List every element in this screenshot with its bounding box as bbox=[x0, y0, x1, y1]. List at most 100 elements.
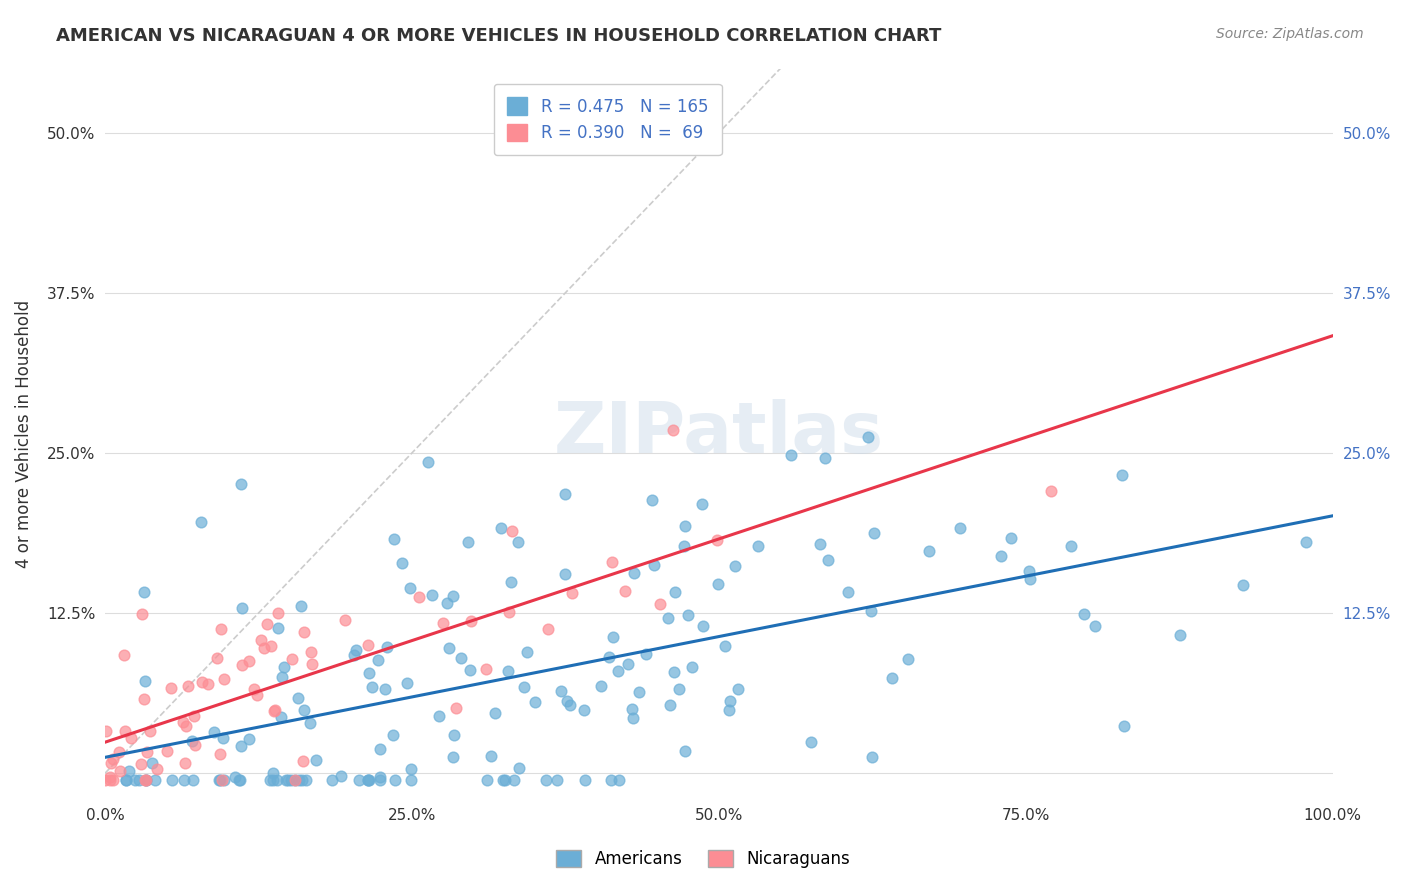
Americans bbox=[718, 703, 741, 717]
Americans bbox=[659, 698, 682, 712]
Americans bbox=[634, 647, 657, 661]
Americans bbox=[574, 772, 596, 787]
Americans bbox=[718, 694, 741, 708]
Nicaraguans bbox=[112, 648, 135, 662]
Americans bbox=[627, 685, 650, 699]
Americans bbox=[443, 728, 465, 742]
Americans bbox=[664, 665, 686, 679]
Americans bbox=[224, 770, 246, 784]
Americans bbox=[1018, 564, 1040, 578]
Americans bbox=[356, 772, 378, 787]
Nicaraguans bbox=[706, 533, 728, 548]
Nicaraguans bbox=[94, 772, 117, 787]
Americans bbox=[115, 772, 138, 787]
Americans bbox=[1111, 467, 1133, 482]
Americans bbox=[321, 772, 343, 787]
Nicaraguans bbox=[444, 700, 467, 714]
Americans bbox=[145, 772, 167, 787]
Nicaraguans bbox=[600, 555, 623, 569]
Americans bbox=[190, 516, 212, 530]
Nicaraguans bbox=[460, 614, 482, 628]
Americans bbox=[880, 671, 903, 685]
Americans bbox=[399, 772, 422, 787]
Americans bbox=[441, 589, 464, 603]
Nicaraguans bbox=[284, 772, 307, 787]
Americans bbox=[513, 680, 536, 694]
Nicaraguans bbox=[299, 645, 322, 659]
Nicaraguans bbox=[207, 650, 229, 665]
Americans bbox=[817, 553, 839, 567]
Americans bbox=[298, 716, 321, 731]
Americans bbox=[173, 772, 195, 787]
Nicaraguans bbox=[662, 424, 685, 438]
Americans bbox=[1232, 577, 1254, 591]
Nicaraguans bbox=[134, 772, 156, 787]
Americans bbox=[457, 534, 479, 549]
Nicaraguans bbox=[408, 590, 430, 604]
Americans bbox=[572, 703, 595, 717]
Americans bbox=[681, 660, 703, 674]
Americans bbox=[277, 772, 299, 787]
Nicaraguans bbox=[135, 772, 157, 787]
Nicaraguans bbox=[98, 770, 121, 784]
Nicaraguans bbox=[177, 679, 200, 693]
Americans bbox=[202, 725, 225, 739]
Americans bbox=[273, 659, 295, 673]
Americans bbox=[396, 676, 419, 690]
Americans bbox=[124, 772, 146, 787]
Americans bbox=[747, 540, 769, 554]
Nicaraguans bbox=[613, 584, 636, 599]
Americans bbox=[368, 772, 391, 787]
Nicaraguans bbox=[160, 681, 183, 696]
Americans bbox=[1114, 719, 1136, 733]
Nicaraguans bbox=[190, 674, 212, 689]
Americans bbox=[329, 769, 352, 783]
Americans bbox=[420, 588, 443, 602]
Americans bbox=[259, 772, 281, 787]
Americans bbox=[344, 643, 367, 657]
Americans bbox=[814, 450, 837, 465]
Nicaraguans bbox=[432, 615, 454, 630]
Americans bbox=[427, 709, 450, 723]
Nicaraguans bbox=[94, 724, 117, 739]
Americans bbox=[496, 665, 519, 679]
Americans bbox=[436, 596, 458, 610]
Nicaraguans bbox=[138, 723, 160, 738]
Americans bbox=[550, 684, 572, 698]
Americans bbox=[506, 535, 529, 549]
Americans bbox=[141, 756, 163, 770]
Americans bbox=[118, 764, 141, 778]
Nicaraguans bbox=[281, 652, 304, 666]
Americans bbox=[1060, 539, 1083, 553]
Y-axis label: 4 or more Vehicles in Household: 4 or more Vehicles in Household bbox=[15, 300, 32, 567]
Americans bbox=[238, 731, 260, 746]
Americans bbox=[673, 744, 696, 758]
Text: ZIPatlas: ZIPatlas bbox=[554, 399, 884, 468]
Americans bbox=[862, 749, 884, 764]
Nicaraguans bbox=[537, 622, 560, 636]
Americans bbox=[617, 657, 640, 671]
Nicaraguans bbox=[98, 772, 121, 787]
Nicaraguans bbox=[292, 625, 315, 640]
Americans bbox=[620, 701, 643, 715]
Americans bbox=[800, 735, 823, 749]
Americans bbox=[399, 762, 422, 776]
Americans bbox=[657, 611, 679, 625]
Americans bbox=[862, 525, 884, 540]
Nicaraguans bbox=[263, 705, 285, 719]
Americans bbox=[607, 664, 630, 678]
Americans bbox=[359, 772, 381, 787]
Americans bbox=[228, 772, 250, 787]
Americans bbox=[673, 519, 696, 533]
Nicaraguans bbox=[108, 764, 131, 778]
Americans bbox=[1168, 628, 1191, 642]
Americans bbox=[779, 448, 801, 462]
Americans bbox=[668, 681, 690, 696]
Nicaraguans bbox=[197, 677, 219, 691]
Americans bbox=[475, 772, 498, 787]
Americans bbox=[270, 710, 292, 724]
Nicaraguans bbox=[183, 708, 205, 723]
Nicaraguans bbox=[103, 752, 125, 766]
Americans bbox=[623, 566, 645, 581]
Nicaraguans bbox=[156, 743, 179, 757]
